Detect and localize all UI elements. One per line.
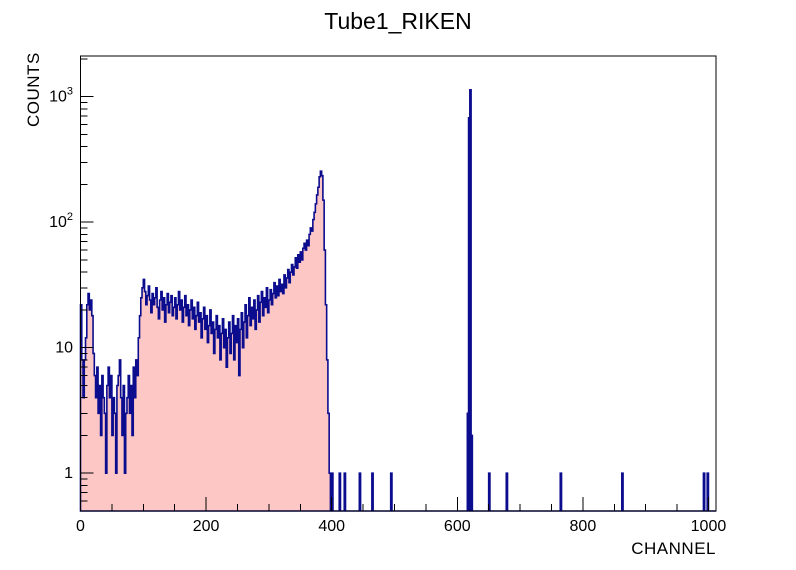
x-tick-label: 800	[570, 518, 597, 535]
x-axis-title: CHANNEL	[631, 539, 716, 558]
y-tick-label: 102	[49, 211, 73, 231]
y-tick-label: 10	[55, 340, 73, 357]
y-tick-label: 103	[49, 86, 73, 106]
plot-title: Tube1_RIKEN	[324, 8, 472, 34]
y-tick-label: 1	[64, 465, 73, 482]
x-tick-label: 200	[193, 518, 220, 535]
x-tick-label: 600	[444, 518, 471, 535]
x-tick-label: 0	[76, 518, 85, 535]
x-tick-label: 1000	[691, 518, 727, 535]
x-tick-label: 400	[318, 518, 345, 535]
